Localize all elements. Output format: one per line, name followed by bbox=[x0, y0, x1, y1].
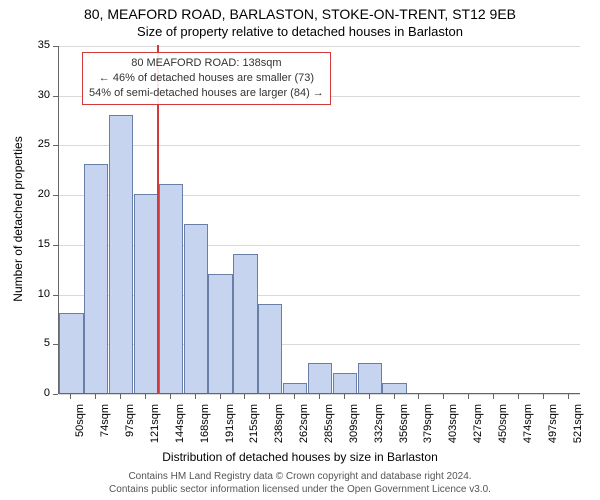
x-tick bbox=[95, 394, 96, 399]
y-tick bbox=[53, 195, 58, 196]
x-tick-label: 262sqm bbox=[298, 404, 310, 450]
x-tick-label: 74sqm bbox=[99, 404, 111, 450]
gridline bbox=[59, 145, 580, 146]
y-tick bbox=[53, 96, 58, 97]
x-tick bbox=[468, 394, 469, 399]
footer-line: Contains public sector information licen… bbox=[0, 483, 600, 496]
y-tick-label: 5 bbox=[26, 337, 50, 349]
y-tick bbox=[53, 295, 58, 296]
y-tick bbox=[53, 344, 58, 345]
footer-attribution: Contains HM Land Registry data © Crown c… bbox=[0, 470, 600, 496]
x-tick-label: 332sqm bbox=[373, 404, 385, 450]
x-tick-label: 238sqm bbox=[273, 404, 285, 450]
x-tick-label: 521sqm bbox=[572, 404, 584, 450]
histogram-bar bbox=[159, 184, 183, 393]
histogram-bar bbox=[208, 274, 232, 393]
x-tick bbox=[220, 394, 221, 399]
x-tick bbox=[394, 394, 395, 399]
chart-container: 80, MEAFORD ROAD, BARLASTON, STOKE-ON-TR… bbox=[0, 0, 600, 500]
x-tick-label: 497sqm bbox=[547, 404, 559, 450]
x-tick bbox=[170, 394, 171, 399]
histogram-bar bbox=[382, 383, 406, 393]
annotation-box: 80 MEAFORD ROAD: 138sqm ← 46% of detache… bbox=[82, 52, 331, 105]
histogram-bar bbox=[134, 194, 158, 393]
histogram-bar bbox=[109, 115, 133, 393]
x-tick-label: 97sqm bbox=[124, 404, 136, 450]
x-tick bbox=[319, 394, 320, 399]
x-tick-label: 450sqm bbox=[497, 404, 509, 450]
histogram-bar bbox=[258, 304, 282, 393]
x-tick-label: 50sqm bbox=[74, 404, 86, 450]
histogram-bar bbox=[233, 254, 257, 393]
x-tick bbox=[344, 394, 345, 399]
y-tick-label: 20 bbox=[26, 188, 50, 200]
x-tick-label: 474sqm bbox=[522, 404, 534, 450]
x-tick bbox=[443, 394, 444, 399]
x-tick-label: 144sqm bbox=[174, 404, 186, 450]
x-tick bbox=[294, 394, 295, 399]
histogram-bar bbox=[184, 224, 208, 393]
y-tick-label: 0 bbox=[26, 387, 50, 399]
x-tick-label: 191sqm bbox=[224, 404, 236, 450]
x-tick-label: 403sqm bbox=[447, 404, 459, 450]
x-tick bbox=[269, 394, 270, 399]
x-tick-label: 285sqm bbox=[323, 404, 335, 450]
footer-line: Contains HM Land Registry data © Crown c… bbox=[0, 470, 600, 483]
y-tick bbox=[53, 145, 58, 146]
annotation-line: 54% of semi-detached houses are larger (… bbox=[89, 86, 324, 101]
x-tick bbox=[543, 394, 544, 399]
y-tick-label: 25 bbox=[26, 138, 50, 150]
x-tick bbox=[568, 394, 569, 399]
gridline bbox=[59, 46, 580, 47]
histogram-bar bbox=[308, 363, 332, 393]
y-tick-label: 10 bbox=[26, 288, 50, 300]
histogram-bar bbox=[358, 363, 382, 393]
y-tick bbox=[53, 46, 58, 47]
x-tick bbox=[418, 394, 419, 399]
y-tick-label: 30 bbox=[26, 89, 50, 101]
x-tick-label: 215sqm bbox=[248, 404, 260, 450]
x-tick bbox=[145, 394, 146, 399]
y-tick bbox=[53, 245, 58, 246]
histogram-bar bbox=[333, 373, 357, 393]
histogram-bar bbox=[59, 313, 83, 393]
x-tick bbox=[244, 394, 245, 399]
x-axis-label: Distribution of detached houses by size … bbox=[0, 450, 600, 464]
x-tick bbox=[195, 394, 196, 399]
chart-title: 80, MEAFORD ROAD, BARLASTON, STOKE-ON-TR… bbox=[0, 0, 600, 22]
x-tick-label: 356sqm bbox=[398, 404, 410, 450]
x-tick-label: 427sqm bbox=[472, 404, 484, 450]
y-tick bbox=[53, 394, 58, 395]
histogram-bar bbox=[84, 164, 108, 393]
y-tick-label: 35 bbox=[26, 39, 50, 51]
x-tick bbox=[518, 394, 519, 399]
annotation-line: 80 MEAFORD ROAD: 138sqm bbox=[89, 56, 324, 71]
x-tick-label: 168sqm bbox=[199, 404, 211, 450]
chart-subtitle: Size of property relative to detached ho… bbox=[0, 22, 600, 39]
x-tick-label: 379sqm bbox=[422, 404, 434, 450]
y-tick-label: 15 bbox=[26, 238, 50, 250]
x-tick bbox=[120, 394, 121, 399]
x-tick-label: 309sqm bbox=[348, 404, 360, 450]
histogram-bar bbox=[283, 383, 307, 393]
x-tick bbox=[70, 394, 71, 399]
x-tick bbox=[369, 394, 370, 399]
annotation-line: ← 46% of detached houses are smaller (73… bbox=[89, 71, 324, 86]
y-axis-label: Number of detached properties bbox=[11, 119, 25, 319]
x-tick-label: 121sqm bbox=[149, 404, 161, 450]
x-tick bbox=[493, 394, 494, 399]
